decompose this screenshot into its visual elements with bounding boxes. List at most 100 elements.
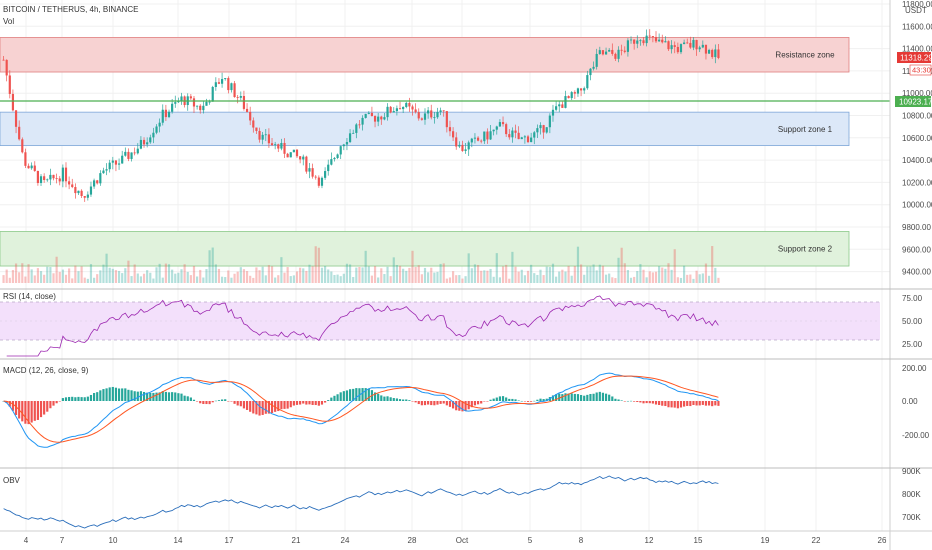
volume-bar	[133, 264, 136, 283]
volume-bar	[405, 270, 408, 283]
volume-bar	[505, 264, 508, 283]
candle-body	[645, 35, 648, 44]
volume-bar	[617, 257, 620, 283]
macd-hist-bar	[177, 393, 180, 401]
volume-bar	[130, 276, 133, 283]
candle-body	[102, 170, 105, 174]
volume-bar	[305, 270, 308, 283]
volume-bar	[523, 275, 526, 283]
volume-bar	[623, 263, 626, 283]
volume-bar	[302, 268, 305, 283]
currency-label: USDT	[905, 6, 927, 15]
macd-hist-bar	[483, 401, 486, 402]
volume-bar	[545, 266, 548, 283]
macd-hist-bar	[239, 401, 242, 407]
volume-bar	[414, 266, 417, 283]
obv-tick-700k: 700K	[902, 513, 921, 522]
candle-body	[192, 98, 196, 107]
volume-bar	[249, 275, 252, 283]
macd-tick-neg200: -200.00	[902, 431, 930, 440]
volume-label: Vol	[3, 17, 14, 26]
candle-body	[473, 137, 477, 139]
candle-body	[139, 139, 143, 149]
volume-bar	[174, 273, 177, 283]
candle-body	[46, 179, 49, 181]
price-tick: 11800.00	[902, 0, 932, 9]
candle-body	[579, 88, 583, 91]
volume-bar	[227, 270, 230, 283]
volume-bar	[55, 256, 58, 283]
obv-title: OBV	[3, 476, 21, 485]
candle-body	[55, 178, 58, 180]
macd-hist-bar	[267, 401, 271, 414]
macd-hist-bar	[367, 388, 370, 401]
macd-hist-bar	[651, 401, 654, 404]
candle-body	[277, 144, 280, 149]
volume-bar	[146, 270, 149, 283]
candle-body	[49, 174, 52, 180]
volume-bar	[21, 263, 24, 283]
zone-rect[interactable]	[0, 231, 850, 267]
volume-bar	[274, 277, 277, 283]
macd-hist-bar	[192, 399, 196, 401]
macd-hist-bar	[14, 401, 18, 416]
macd-hist-bar	[236, 401, 239, 406]
candle-body	[245, 108, 249, 112]
candle-body	[86, 194, 89, 198]
zone-rect[interactable]	[0, 37, 850, 73]
candle-body	[633, 39, 636, 44]
volume-bar	[636, 271, 639, 283]
macd-hist-bar	[701, 401, 704, 405]
volume-bar	[645, 277, 648, 283]
volume-bar	[324, 266, 327, 283]
candle-body	[333, 157, 336, 160]
macd-hist-bar	[252, 401, 255, 414]
macd-hist-bar	[476, 401, 480, 405]
candle-body	[495, 126, 498, 130]
volume-bar	[217, 268, 221, 283]
volume-bar	[579, 264, 583, 283]
candle-body	[136, 148, 139, 154]
candle-body	[121, 155, 124, 164]
volume-bar	[373, 266, 377, 283]
candle-body	[508, 134, 511, 138]
macd-hist-bar	[114, 387, 118, 401]
candle-body	[361, 117, 364, 125]
volume-bar	[317, 247, 320, 283]
candle-body	[43, 176, 46, 180]
volume-bar	[114, 270, 118, 283]
candle-body	[36, 170, 39, 184]
macd-hist-bar	[33, 401, 36, 421]
macd-hist-bar	[227, 401, 230, 402]
candle-body	[683, 42, 686, 45]
macd-hist-bar	[5, 401, 8, 404]
price-tick: 9600.00	[902, 245, 931, 254]
candle-body	[670, 45, 673, 50]
macd-hist-bar	[645, 401, 648, 404]
price-tick: 10200.00	[902, 178, 932, 187]
macd-hist-bar	[74, 397, 77, 401]
volume-bar	[614, 278, 617, 283]
time-axis[interactable]: 4 7 10 14 17 21 24 28 Oct 5 8 12 15 19 22 26	[24, 536, 887, 545]
macd-hist-bar	[245, 401, 249, 410]
volume-bar	[2, 275, 5, 283]
macd-hist-bar	[386, 396, 389, 401]
candle-body	[430, 110, 433, 118]
volume-bar	[439, 263, 442, 283]
candle-body	[292, 149, 295, 153]
time-tick: 15	[694, 536, 703, 545]
time-tick: Oct	[456, 536, 469, 545]
macd-hist-bar	[642, 401, 645, 404]
candle-body	[24, 152, 27, 166]
candle-body	[71, 184, 74, 188]
candle-body	[648, 35, 651, 37]
volume-bar	[455, 275, 458, 283]
macd-line	[3, 372, 719, 448]
macd-hist-bar	[255, 401, 258, 415]
volume-bar	[520, 269, 523, 283]
candle-body	[439, 110, 442, 113]
volume-bar	[61, 269, 64, 283]
macd-hist-bar	[664, 401, 667, 407]
macd-hist-bar	[336, 394, 339, 401]
